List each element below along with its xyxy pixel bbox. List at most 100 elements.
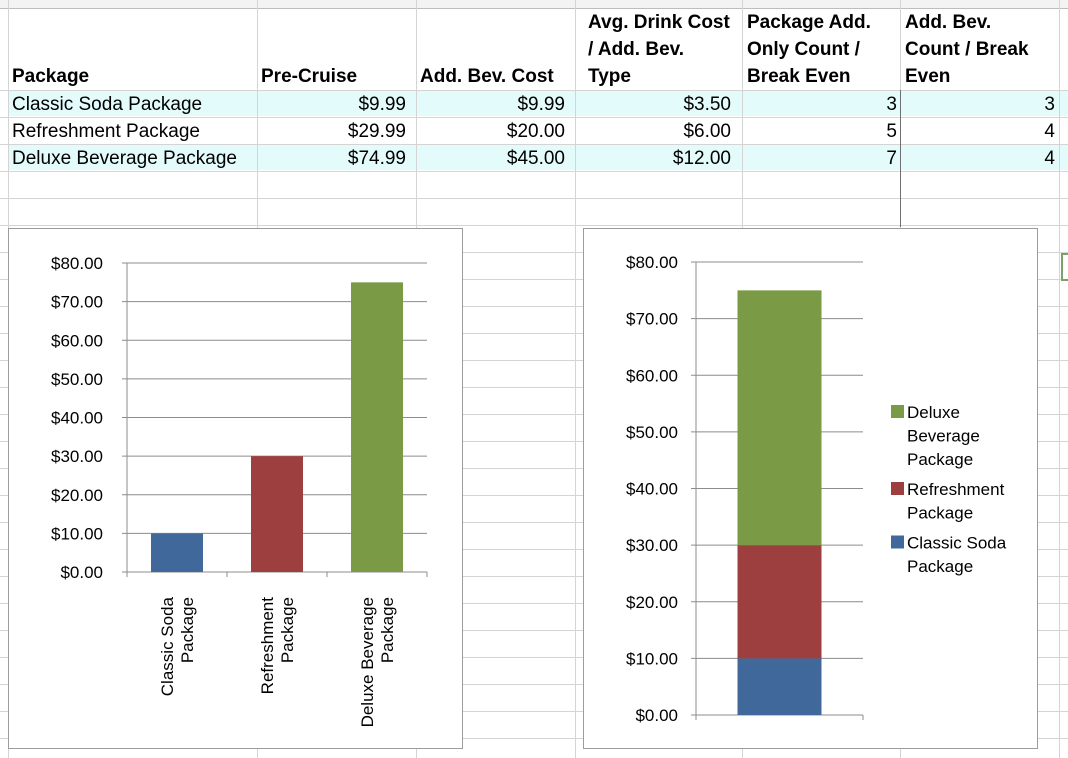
- bar: [251, 456, 303, 572]
- y-tick-label: $10.00: [51, 524, 103, 543]
- gridline: [0, 630, 1068, 631]
- legend-swatch: [891, 482, 904, 495]
- y-tick-label: $80.00: [51, 254, 103, 273]
- cell-package[interactable]: Classic Soda Package: [12, 94, 203, 115]
- gridline: [1059, 0, 1060, 758]
- gridline: [0, 387, 1068, 388]
- gridline: [0, 738, 1068, 739]
- header-package[interactable]: Package: [12, 66, 90, 87]
- y-tick-label: $20.00: [51, 486, 103, 505]
- column-chart-plot: $0.00 $10.00 $20.00 $30.00 $40.00 $50.00 $60.0…: [51, 254, 428, 727]
- y-tick-label: $40.00: [626, 480, 678, 499]
- cell-pre-cruise[interactable]: $9.99: [358, 94, 406, 115]
- x-tick-label-line: Package: [378, 597, 397, 663]
- header-pre-cruise[interactable]: Pre-Cruise: [261, 66, 358, 87]
- gridline: [0, 279, 1068, 280]
- y-tick-label: $10.00: [626, 649, 678, 668]
- x-tick-label-line: Refreshment: [258, 597, 277, 695]
- cell-package[interactable]: Deluxe Beverage Package: [12, 148, 237, 169]
- header-package-add-count[interactable]: Package Add. Only Count / Break Even: [747, 12, 871, 87]
- y-tick-label: $60.00: [51, 331, 103, 350]
- cell-package-add-count[interactable]: 5: [886, 121, 897, 142]
- gridline: [0, 171, 1068, 172]
- header-add-bev-cost[interactable]: Add. Bev. Cost: [420, 66, 554, 87]
- legend-label: Package: [907, 504, 973, 523]
- gridline: [0, 333, 1068, 334]
- cell-avg-drink-cost[interactable]: $6.00: [683, 121, 731, 142]
- gridline: [0, 468, 1068, 469]
- cell-pre-cruise[interactable]: $29.99: [347, 121, 406, 142]
- gridline: [0, 657, 1068, 658]
- y-tick-label: $20.00: [626, 593, 678, 612]
- x-tick-label-line: Package: [178, 597, 197, 663]
- cell-pre-cruise[interactable]: $74.99: [347, 148, 406, 169]
- x-tick-label: Classic SodaPackage: [158, 596, 197, 696]
- x-tick-label-line: Classic Soda: [158, 596, 177, 696]
- cell-add-bev-count[interactable]: 4: [1044, 121, 1055, 142]
- legend-label: Package: [907, 557, 973, 576]
- column-header-strip[interactable]: [0, 0, 1068, 9]
- legend-label: Deluxe: [907, 403, 960, 422]
- gridline: [0, 198, 1068, 199]
- gridline: [0, 549, 1068, 550]
- cell-add-bev-count[interactable]: 3: [1044, 94, 1055, 115]
- band-row-3: [8, 145, 1068, 170]
- gridline: [0, 711, 1068, 712]
- legend-label: Beverage: [907, 427, 980, 446]
- cell-avg-drink-cost[interactable]: $12.00: [672, 148, 731, 169]
- gridline: [0, 414, 1068, 415]
- legend-label: Package: [907, 450, 973, 469]
- legend-label: Classic Soda: [907, 534, 1007, 553]
- y-tick-label: $50.00: [51, 370, 103, 389]
- gridline: [0, 603, 1068, 604]
- y-tick-label: $70.00: [626, 310, 678, 329]
- x-tick-label: RefreshmentPackage: [258, 597, 297, 695]
- cell-add-bev-count[interactable]: 4: [1044, 148, 1055, 169]
- y-tick-label: $50.00: [626, 423, 678, 442]
- header-avg-drink-cost[interactable]: Avg. Drink Cost / Add. Bev. Type: [588, 12, 730, 87]
- cell-avg-drink-cost[interactable]: $3.50: [683, 94, 731, 115]
- y-tick-label: $80.00: [626, 253, 678, 272]
- header-add-bev-count[interactable]: Add. Bev. Count / Break Even: [905, 12, 1029, 87]
- gridline: [0, 252, 1068, 253]
- x-tick-label: Deluxe BeveragePackage: [358, 597, 397, 727]
- gridline: [0, 225, 1068, 226]
- y-tick-label: $30.00: [626, 536, 678, 555]
- x-tick-label-line: Deluxe Beverage: [358, 597, 377, 727]
- stacked-column-chart-plot: $0.00 $10.00 $20.00 $30.00 $40.00 $50.00 $60.0…: [626, 253, 1007, 725]
- cell-package-add-count[interactable]: 3: [886, 94, 897, 115]
- y-tick-label: $40.00: [51, 409, 103, 428]
- x-tick-label-line: Package: [278, 597, 297, 663]
- stacked-column-chart[interactable]: $0.00 $10.00 $20.00 $30.00 $40.00 $50.00 $60.0…: [583, 228, 1038, 749]
- bar: [351, 282, 403, 572]
- cell-add-bev-cost[interactable]: $20.00: [506, 121, 565, 142]
- band-row-1: [8, 91, 1068, 116]
- gridline: [0, 306, 1068, 307]
- cell-add-bev-cost[interactable]: $45.00: [506, 148, 565, 169]
- bar: [151, 533, 203, 572]
- gridline: [0, 684, 1068, 685]
- bar-segment: [737, 658, 822, 715]
- legend-label: Refreshment: [907, 480, 1005, 499]
- y-tick-label: $60.00: [626, 366, 678, 385]
- gridline: [0, 90, 1068, 91]
- y-tick-label: $30.00: [51, 447, 103, 466]
- gridline: [575, 0, 576, 758]
- y-tick-label: $70.00: [51, 293, 103, 312]
- cell-package[interactable]: Refreshment Package: [12, 121, 200, 142]
- gridline: [0, 495, 1068, 496]
- gridline: [0, 441, 1068, 442]
- gridline: [0, 360, 1068, 361]
- bar-segment: [737, 290, 822, 546]
- cell-add-bev-cost[interactable]: $9.99: [517, 94, 565, 115]
- cell-package-add-count[interactable]: 7: [886, 148, 897, 169]
- legend-swatch: [891, 535, 904, 549]
- y-tick-label: $0.00: [60, 563, 103, 582]
- bar-segment: [737, 545, 822, 659]
- selection-handle[interactable]: [1061, 253, 1068, 281]
- y-tick-label: $0.00: [635, 706, 678, 725]
- cell-border: [900, 90, 901, 227]
- column-chart[interactable]: $0.00 $10.00 $20.00 $30.00 $40.00 $50.00 $60.0…: [8, 228, 463, 749]
- gridline: [0, 522, 1068, 523]
